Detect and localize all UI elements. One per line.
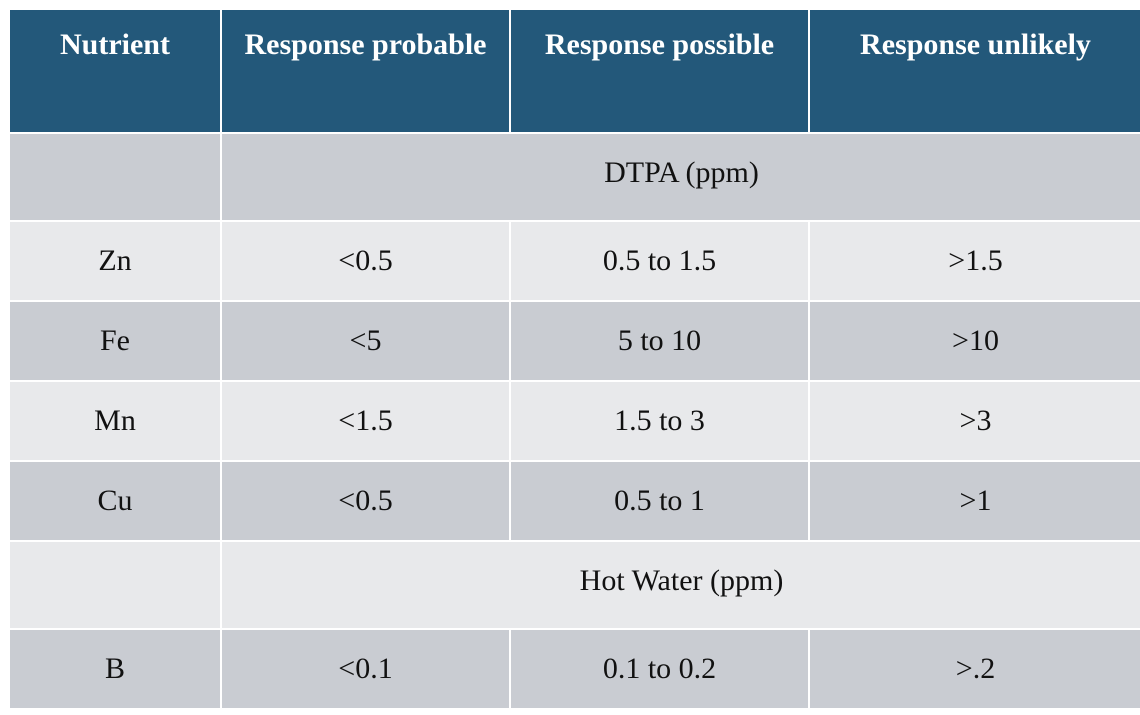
cell-probable: <5 [222, 302, 509, 380]
cell-nutrient: B [10, 630, 220, 708]
cell-probable: <0.5 [222, 222, 509, 300]
section-row-hot-water: Hot Water (ppm) [10, 542, 1140, 628]
cell-nutrient: Zn [10, 222, 220, 300]
cell-probable: <0.1 [222, 630, 509, 708]
section-label-hot-water: Hot Water (ppm) [222, 542, 1140, 628]
header-response-possible: Response possible [511, 10, 808, 132]
header-response-probable: Response probable [222, 10, 509, 132]
header-nutrient: Nutrient [10, 10, 220, 132]
section-label-dtpa: DTPA (ppm) [222, 134, 1140, 220]
nutrient-response-table: Nutrient Response probable Response poss… [8, 8, 1140, 710]
table-row-b: B <0.1 0.1 to 0.2 >.2 [10, 630, 1140, 708]
table-row-mn: Mn <1.5 1.5 to 3 >3 [10, 382, 1140, 460]
cell-possible: 0.5 to 1 [511, 462, 808, 540]
cell-possible: 1.5 to 3 [511, 382, 808, 460]
section-spacer [10, 542, 220, 628]
cell-possible: 5 to 10 [511, 302, 808, 380]
header-response-unlikely: Response unlikely [810, 10, 1140, 132]
cell-unlikely: >3 [810, 382, 1140, 460]
cell-nutrient: Cu [10, 462, 220, 540]
cell-probable: <1.5 [222, 382, 509, 460]
table-row-cu: Cu <0.5 0.5 to 1 >1 [10, 462, 1140, 540]
cell-unlikely: >1 [810, 462, 1140, 540]
cell-probable: <0.5 [222, 462, 509, 540]
cell-unlikely: >.2 [810, 630, 1140, 708]
table-row-fe: Fe <5 5 to 10 >10 [10, 302, 1140, 380]
header-row: Nutrient Response probable Response poss… [10, 10, 1140, 132]
cell-possible: 0.1 to 0.2 [511, 630, 808, 708]
cell-nutrient: Fe [10, 302, 220, 380]
section-row-dtpa: DTPA (ppm) [10, 134, 1140, 220]
section-spacer [10, 134, 220, 220]
cell-nutrient: Mn [10, 382, 220, 460]
table-row-zn: Zn <0.5 0.5 to 1.5 >1.5 [10, 222, 1140, 300]
cell-unlikely: >1.5 [810, 222, 1140, 300]
cell-unlikely: >10 [810, 302, 1140, 380]
cell-possible: 0.5 to 1.5 [511, 222, 808, 300]
